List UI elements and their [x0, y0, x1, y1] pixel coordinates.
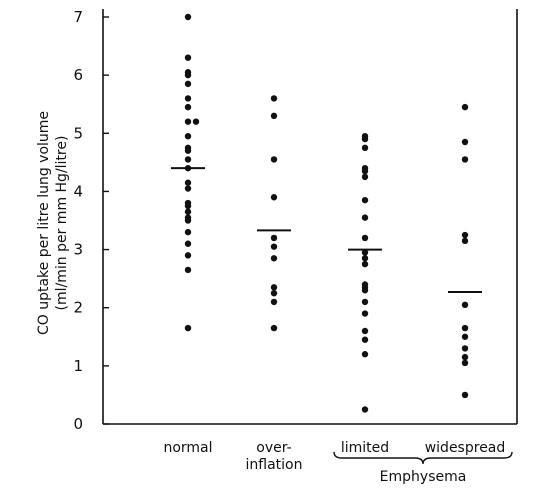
category-labels: normal over-inflation limited widespread	[163, 440, 505, 473]
dot-0-6	[184, 103, 192, 111]
y-tick-label-3: 3	[73, 241, 83, 259]
dot-3-6	[461, 324, 469, 332]
dot-0-14	[184, 179, 192, 186]
dot-0-21	[184, 228, 192, 236]
dot-1-4	[270, 234, 278, 242]
dot-0-7	[184, 118, 192, 125]
dot-0-22	[184, 240, 192, 247]
dot-3-7	[461, 333, 469, 340]
category-label-1-1: inflation	[246, 457, 303, 473]
axes	[102, 9, 518, 425]
dot-1-3	[270, 194, 278, 201]
dot-2-19	[361, 351, 369, 358]
dot-0-23	[184, 252, 192, 259]
dot-2-1	[361, 135, 369, 143]
dot-0-20	[184, 217, 192, 224]
dot-3-8	[461, 345, 469, 352]
emphysema-brace	[333, 451, 513, 465]
y-tick-label-0: 0	[73, 415, 83, 433]
data-marks	[171, 13, 482, 413]
emphysema-group: Emphysema	[333, 451, 513, 485]
dot-0-24	[184, 266, 192, 274]
y-tick-label-1: 1	[73, 357, 83, 375]
dot-3-2	[461, 156, 469, 163]
dot-2-20	[361, 406, 369, 413]
category-label-3-0: widespread	[425, 440, 506, 456]
dot-2-10	[361, 255, 369, 262]
y-ticks: 0 1 2 3 4 5 6 7	[73, 8, 109, 433]
dot-0-11	[184, 147, 192, 154]
y-tick-label-4: 4	[73, 182, 83, 200]
dot-3-3	[461, 231, 469, 239]
dot-2-7	[361, 214, 369, 221]
dot-1-5	[270, 243, 278, 250]
dot-0-3	[184, 71, 192, 79]
dot-2-11	[361, 260, 369, 268]
dot-2-16	[361, 310, 369, 317]
dot-0-0	[184, 13, 192, 21]
dot-0-25	[184, 324, 192, 332]
dot-1-1	[270, 112, 278, 120]
dot-0-15	[184, 185, 192, 192]
dot-0-12	[184, 156, 192, 163]
dot-3-1	[461, 138, 469, 146]
y-tick-label-5: 5	[73, 124, 83, 142]
dot-3-0	[461, 103, 469, 111]
y-axis-label-line2: (ml/min per mm Hg/litre)	[54, 136, 70, 311]
dot-0-9	[184, 132, 192, 140]
dot-2-2	[361, 144, 369, 152]
dot-2-18	[361, 336, 369, 343]
dot-2-5	[361, 173, 369, 181]
y-axis-label-line1: CO uptake per litre lung volume	[36, 111, 52, 335]
dot-1-2	[270, 156, 278, 163]
dot-0-1	[184, 54, 192, 61]
dot-1-10	[270, 324, 278, 332]
category-label-2-0: limited	[341, 440, 389, 456]
dot-0-8	[192, 118, 200, 125]
dot-3-10	[461, 359, 469, 367]
dot-3-11	[461, 391, 469, 399]
dot-1-8	[270, 289, 278, 297]
emphysema-label: Emphysema	[380, 469, 467, 485]
dot-2-15	[361, 298, 369, 306]
y-tick-label-7: 7	[73, 8, 83, 26]
dot-2-4	[361, 167, 369, 175]
category-label-1-0: over-	[256, 440, 291, 456]
dot-0-4	[184, 80, 192, 88]
dot-1-0	[270, 95, 278, 102]
y-tick-label-2: 2	[73, 299, 83, 317]
dot-1-6	[270, 255, 278, 262]
dot-0-5	[184, 95, 192, 102]
y-tick-label-6: 6	[73, 66, 83, 84]
dot-1-9	[270, 298, 278, 306]
dot-3-5	[461, 301, 469, 309]
dot-2-9	[361, 249, 369, 256]
dot-2-17	[361, 327, 369, 335]
dot-2-8	[361, 234, 369, 242]
dot-0-18	[184, 208, 192, 215]
dot-1-7	[270, 284, 278, 291]
dot-0-17	[184, 202, 192, 210]
dot-2-14	[361, 287, 369, 294]
dot-2-6	[361, 196, 369, 204]
dot-3-9	[461, 353, 469, 361]
dot-3-4	[461, 237, 469, 245]
category-label-0-0: normal	[163, 440, 212, 456]
